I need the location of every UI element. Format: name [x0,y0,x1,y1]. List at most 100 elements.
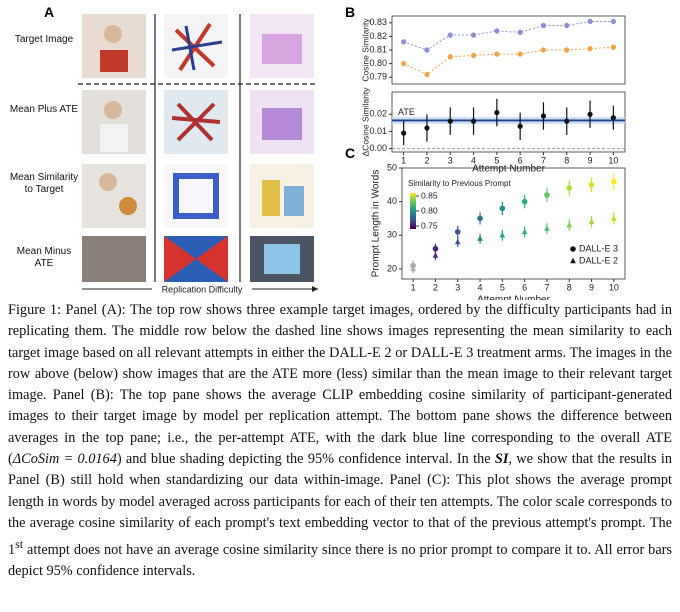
y-axis-label: Cosine Similarity [360,18,370,82]
point [401,39,407,45]
point [611,215,617,221]
caption: Figure 1: Panel (A): The top row shows t… [8,300,672,583]
colorbar-title: Similarity to Previous Prompt [408,179,511,188]
x-axis-label: Attempt Number [472,164,545,175]
x-tick-label: 7 [544,282,549,292]
image-detail [262,180,280,216]
image-detail [100,50,128,72]
y-tick-label: 0.01 [369,126,387,136]
caption-superscript: st [15,537,24,552]
caption-math: ΔCoSim = 0.0164 [12,451,117,468]
y-tick-label: 0.83 [369,17,387,27]
image-detail [164,236,228,282]
image-detail [171,102,221,142]
point [521,228,528,235]
point [517,29,523,35]
point [494,109,500,116]
legend-label: DALL-E 3 [579,243,618,253]
y-tick-label: 0.00 [369,143,387,153]
point [540,47,547,53]
y-tick-label: 0.81 [369,44,387,54]
x-tick-label: 2 [433,282,438,292]
row-label: Target Image [14,34,74,45]
point [470,118,477,124]
caption-text: , we show that the results in Panel (B) … [8,451,672,559]
point [564,118,570,124]
point [401,61,407,67]
point [432,245,439,252]
series-line [403,20,614,51]
point [517,51,523,57]
point [566,221,573,228]
figure: Replication Difficulty 0.79 0.80 0.81 0.82 0… [78,14,626,300]
point [499,205,506,212]
colorbar [410,193,416,229]
point [424,125,430,131]
point [611,178,617,185]
x-tick-label: 6 [518,155,523,165]
point [564,22,570,29]
point [566,185,573,191]
point [454,229,461,235]
point [517,123,523,129]
plot-frame [401,167,626,280]
colorbar-tick-label: 0.75 [421,220,438,230]
legend-label: DALL-E 2 [579,255,618,265]
image-grid: Replication Difficulty [78,14,318,295]
legend-marker [570,246,576,252]
image-detail [119,197,137,215]
y-tick-label: 40 [387,196,397,206]
point [587,18,593,25]
x-tick-label: 9 [589,282,594,292]
point [521,198,528,205]
image-detail [264,244,300,274]
image-detail [284,186,304,216]
point [499,231,506,238]
caption-text: Figure 1: Panel (A): The top row shows t… [8,302,672,468]
y-tick-label: 0.79 [369,72,387,82]
y-tick-label: 30 [387,230,397,240]
point [587,46,593,52]
image-detail [100,124,128,152]
row-label: Mean Plus ATE [9,104,79,115]
label-backdrop [152,283,252,295]
x-tick-label: 8 [564,155,569,165]
panel-letter: A [44,4,55,20]
point [401,130,407,136]
point [540,113,547,119]
point [544,192,550,198]
x-tick-label: 4 [478,282,483,292]
image-detail [262,34,302,64]
x-axis-label: Attempt Number [477,295,550,300]
point [588,182,595,188]
image [82,164,146,228]
x-tick-label: 10 [609,282,619,292]
y-axis-label: ΔCosine Similarity [360,87,370,157]
point [454,238,461,245]
point [424,47,430,53]
point [564,47,570,53]
image-detail [171,25,223,71]
x-tick-label: 1 [401,155,406,165]
image [82,236,146,282]
image [250,164,314,228]
x-tick-label: 10 [608,155,618,165]
x-tick-label: 2 [424,155,429,165]
point [610,44,616,50]
y-tick-label: 0.80 [369,58,387,68]
x-tick-label: 9 [588,155,593,165]
x-tick-label: 3 [448,155,453,165]
point [494,28,500,34]
point [544,225,550,231]
image-detail [104,101,122,119]
caption-emphasis: SI [494,451,509,468]
panel-letter: B [345,4,356,20]
y-tick-label: 20 [387,263,397,273]
y-tick-label: 0.82 [369,31,387,41]
row-label: Mean Minus ATE [16,246,72,269]
point [588,218,595,225]
x-tick-label: 3 [455,282,460,292]
x-tick-label: 5 [494,155,499,165]
row-label: Mean Similarity to Target [9,172,79,195]
